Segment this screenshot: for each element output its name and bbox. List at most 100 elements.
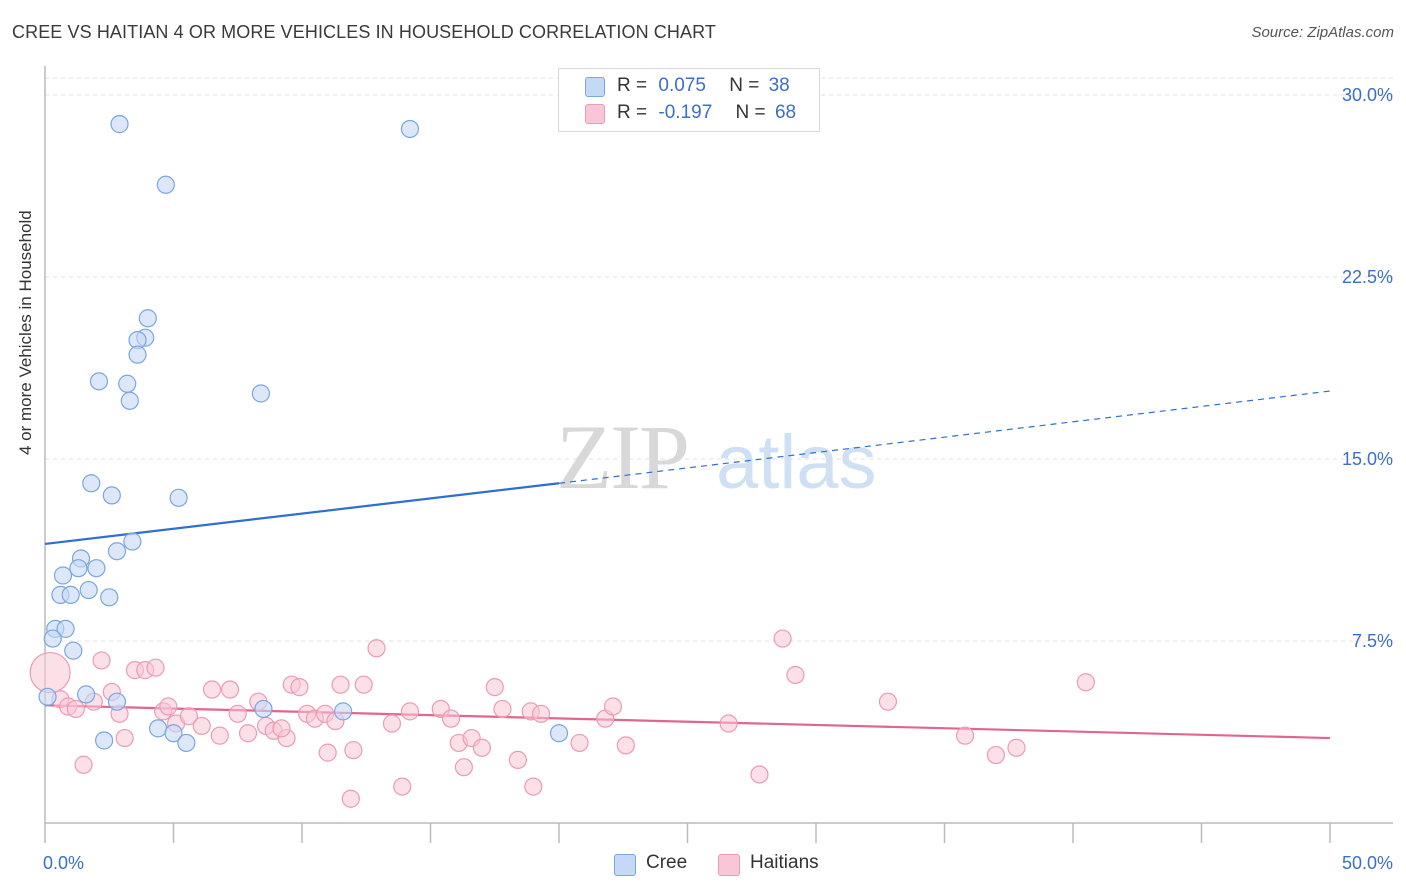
haitians-point bbox=[400, 702, 420, 721]
cree-point bbox=[138, 309, 157, 328]
cree-point bbox=[107, 542, 127, 561]
data-points bbox=[29, 115, 1095, 808]
cree-point bbox=[87, 559, 106, 578]
legend-cree-n-label: N = bbox=[729, 75, 760, 96]
cree-point bbox=[251, 384, 270, 403]
haitians-point bbox=[238, 724, 258, 743]
haitians-point bbox=[485, 678, 504, 697]
haitians-point bbox=[472, 738, 491, 757]
cree-point bbox=[100, 588, 119, 607]
haitians-point bbox=[493, 699, 512, 719]
cree-point bbox=[56, 619, 75, 638]
correlation-legend: R = 0.075 N = 38 R = -0.197 N = 68 bbox=[558, 68, 820, 132]
legend-haitians-r-value: -0.197 bbox=[658, 102, 713, 123]
cree-point bbox=[118, 374, 137, 393]
cree-point bbox=[89, 372, 109, 391]
haitians-point bbox=[750, 765, 769, 784]
haitians-point bbox=[331, 675, 350, 694]
x-tick-label-max: 50.0% bbox=[1342, 853, 1393, 873]
cree-point bbox=[64, 641, 83, 660]
watermark-atlas: atlas bbox=[716, 420, 877, 505]
haitians-point bbox=[1007, 738, 1026, 757]
haitians-point bbox=[531, 704, 551, 723]
cree-point bbox=[254, 699, 273, 719]
haitians-point bbox=[878, 692, 898, 711]
haitians-point bbox=[773, 629, 792, 648]
haitians-point bbox=[179, 707, 199, 726]
haitians-point bbox=[318, 743, 337, 762]
haitians-point bbox=[955, 726, 975, 745]
haitians-point bbox=[202, 680, 222, 699]
haitians-point bbox=[616, 736, 635, 755]
cree-point bbox=[128, 345, 147, 364]
tick-labels: 7.5% 15.0% 22.5% 30.0% 0.0% 50.0% bbox=[43, 85, 1393, 873]
legend-haitians-r-label: R = bbox=[617, 102, 648, 123]
haitians-point bbox=[508, 750, 527, 770]
haitians-point bbox=[159, 697, 178, 716]
legend-cree-r-value: 0.075 bbox=[658, 75, 706, 96]
haitians-point bbox=[192, 716, 211, 736]
legend-haitians-n-value: 68 bbox=[774, 102, 797, 123]
haitians-point bbox=[228, 704, 247, 723]
haitians-point bbox=[220, 680, 240, 699]
haitians-point bbox=[524, 777, 543, 796]
haitians-point bbox=[115, 728, 134, 748]
cree-point bbox=[53, 566, 73, 585]
cree-point bbox=[95, 731, 114, 750]
haitians-point bbox=[354, 675, 373, 694]
cree-point bbox=[120, 391, 139, 410]
haitians-point bbox=[570, 733, 589, 753]
haitians-point bbox=[367, 639, 386, 658]
haitians-point bbox=[986, 745, 1006, 765]
cree-legend-label: Cree bbox=[646, 852, 688, 873]
cree-point bbox=[334, 702, 353, 721]
haitians-point bbox=[441, 709, 461, 728]
cree-point bbox=[177, 733, 196, 753]
haitians-point bbox=[92, 651, 111, 670]
haitians-point bbox=[74, 755, 93, 774]
haitians-point bbox=[272, 719, 291, 738]
cree-point bbox=[77, 685, 96, 704]
y-tick-label: 15.0% bbox=[1342, 449, 1393, 469]
haitians-point bbox=[603, 697, 623, 716]
x-tick-label-min: 0.0% bbox=[43, 853, 84, 873]
haitians-point bbox=[344, 741, 363, 760]
haitians-legend-swatch bbox=[718, 854, 740, 876]
cree-point bbox=[43, 629, 62, 648]
chart-title: CREE VS HAITIAN 4 OR MORE VEHICLES IN HO… bbox=[12, 22, 716, 42]
haitians-point bbox=[146, 658, 165, 677]
haitians-point bbox=[290, 678, 309, 697]
legend-cree-n-value: 38 bbox=[768, 75, 790, 96]
y-tick-label: 22.5% bbox=[1342, 267, 1393, 287]
source-label: Source: ZipAtlas.com bbox=[1251, 24, 1394, 41]
cree-trend-line-projection bbox=[558, 390, 1331, 484]
haitians-point bbox=[719, 714, 738, 733]
cree-point bbox=[123, 532, 142, 551]
cree-point bbox=[549, 724, 569, 743]
y-tick-label: 30.0% bbox=[1342, 85, 1393, 105]
y-tick-label: 7.5% bbox=[1352, 631, 1393, 651]
haitians-point bbox=[1076, 673, 1095, 692]
cree-point bbox=[164, 724, 183, 743]
haitians-point bbox=[454, 758, 474, 777]
haitians-point bbox=[341, 789, 360, 808]
watermark-zip: ZIP bbox=[556, 406, 688, 508]
watermark: ZIP atlas bbox=[556, 406, 877, 508]
cree-point bbox=[102, 486, 121, 505]
cree-point bbox=[82, 474, 101, 493]
haitians-legend-label: Haitians bbox=[750, 852, 819, 873]
haitians-point bbox=[786, 665, 805, 685]
grid-lines bbox=[45, 77, 1393, 642]
cree-legend-swatch bbox=[614, 854, 636, 876]
y-axis-label: 4 or more Vehicles in Household bbox=[16, 210, 35, 455]
cree-point bbox=[61, 585, 80, 604]
legend-cree-r-label: R = bbox=[617, 75, 648, 96]
cree-point bbox=[156, 175, 175, 194]
haitians-point bbox=[210, 726, 229, 745]
cree-point bbox=[107, 692, 127, 711]
cree-point bbox=[400, 119, 420, 139]
cree-point bbox=[169, 488, 188, 507]
legend-haitians-n-label: N = bbox=[735, 102, 766, 123]
cree-point bbox=[79, 580, 98, 600]
